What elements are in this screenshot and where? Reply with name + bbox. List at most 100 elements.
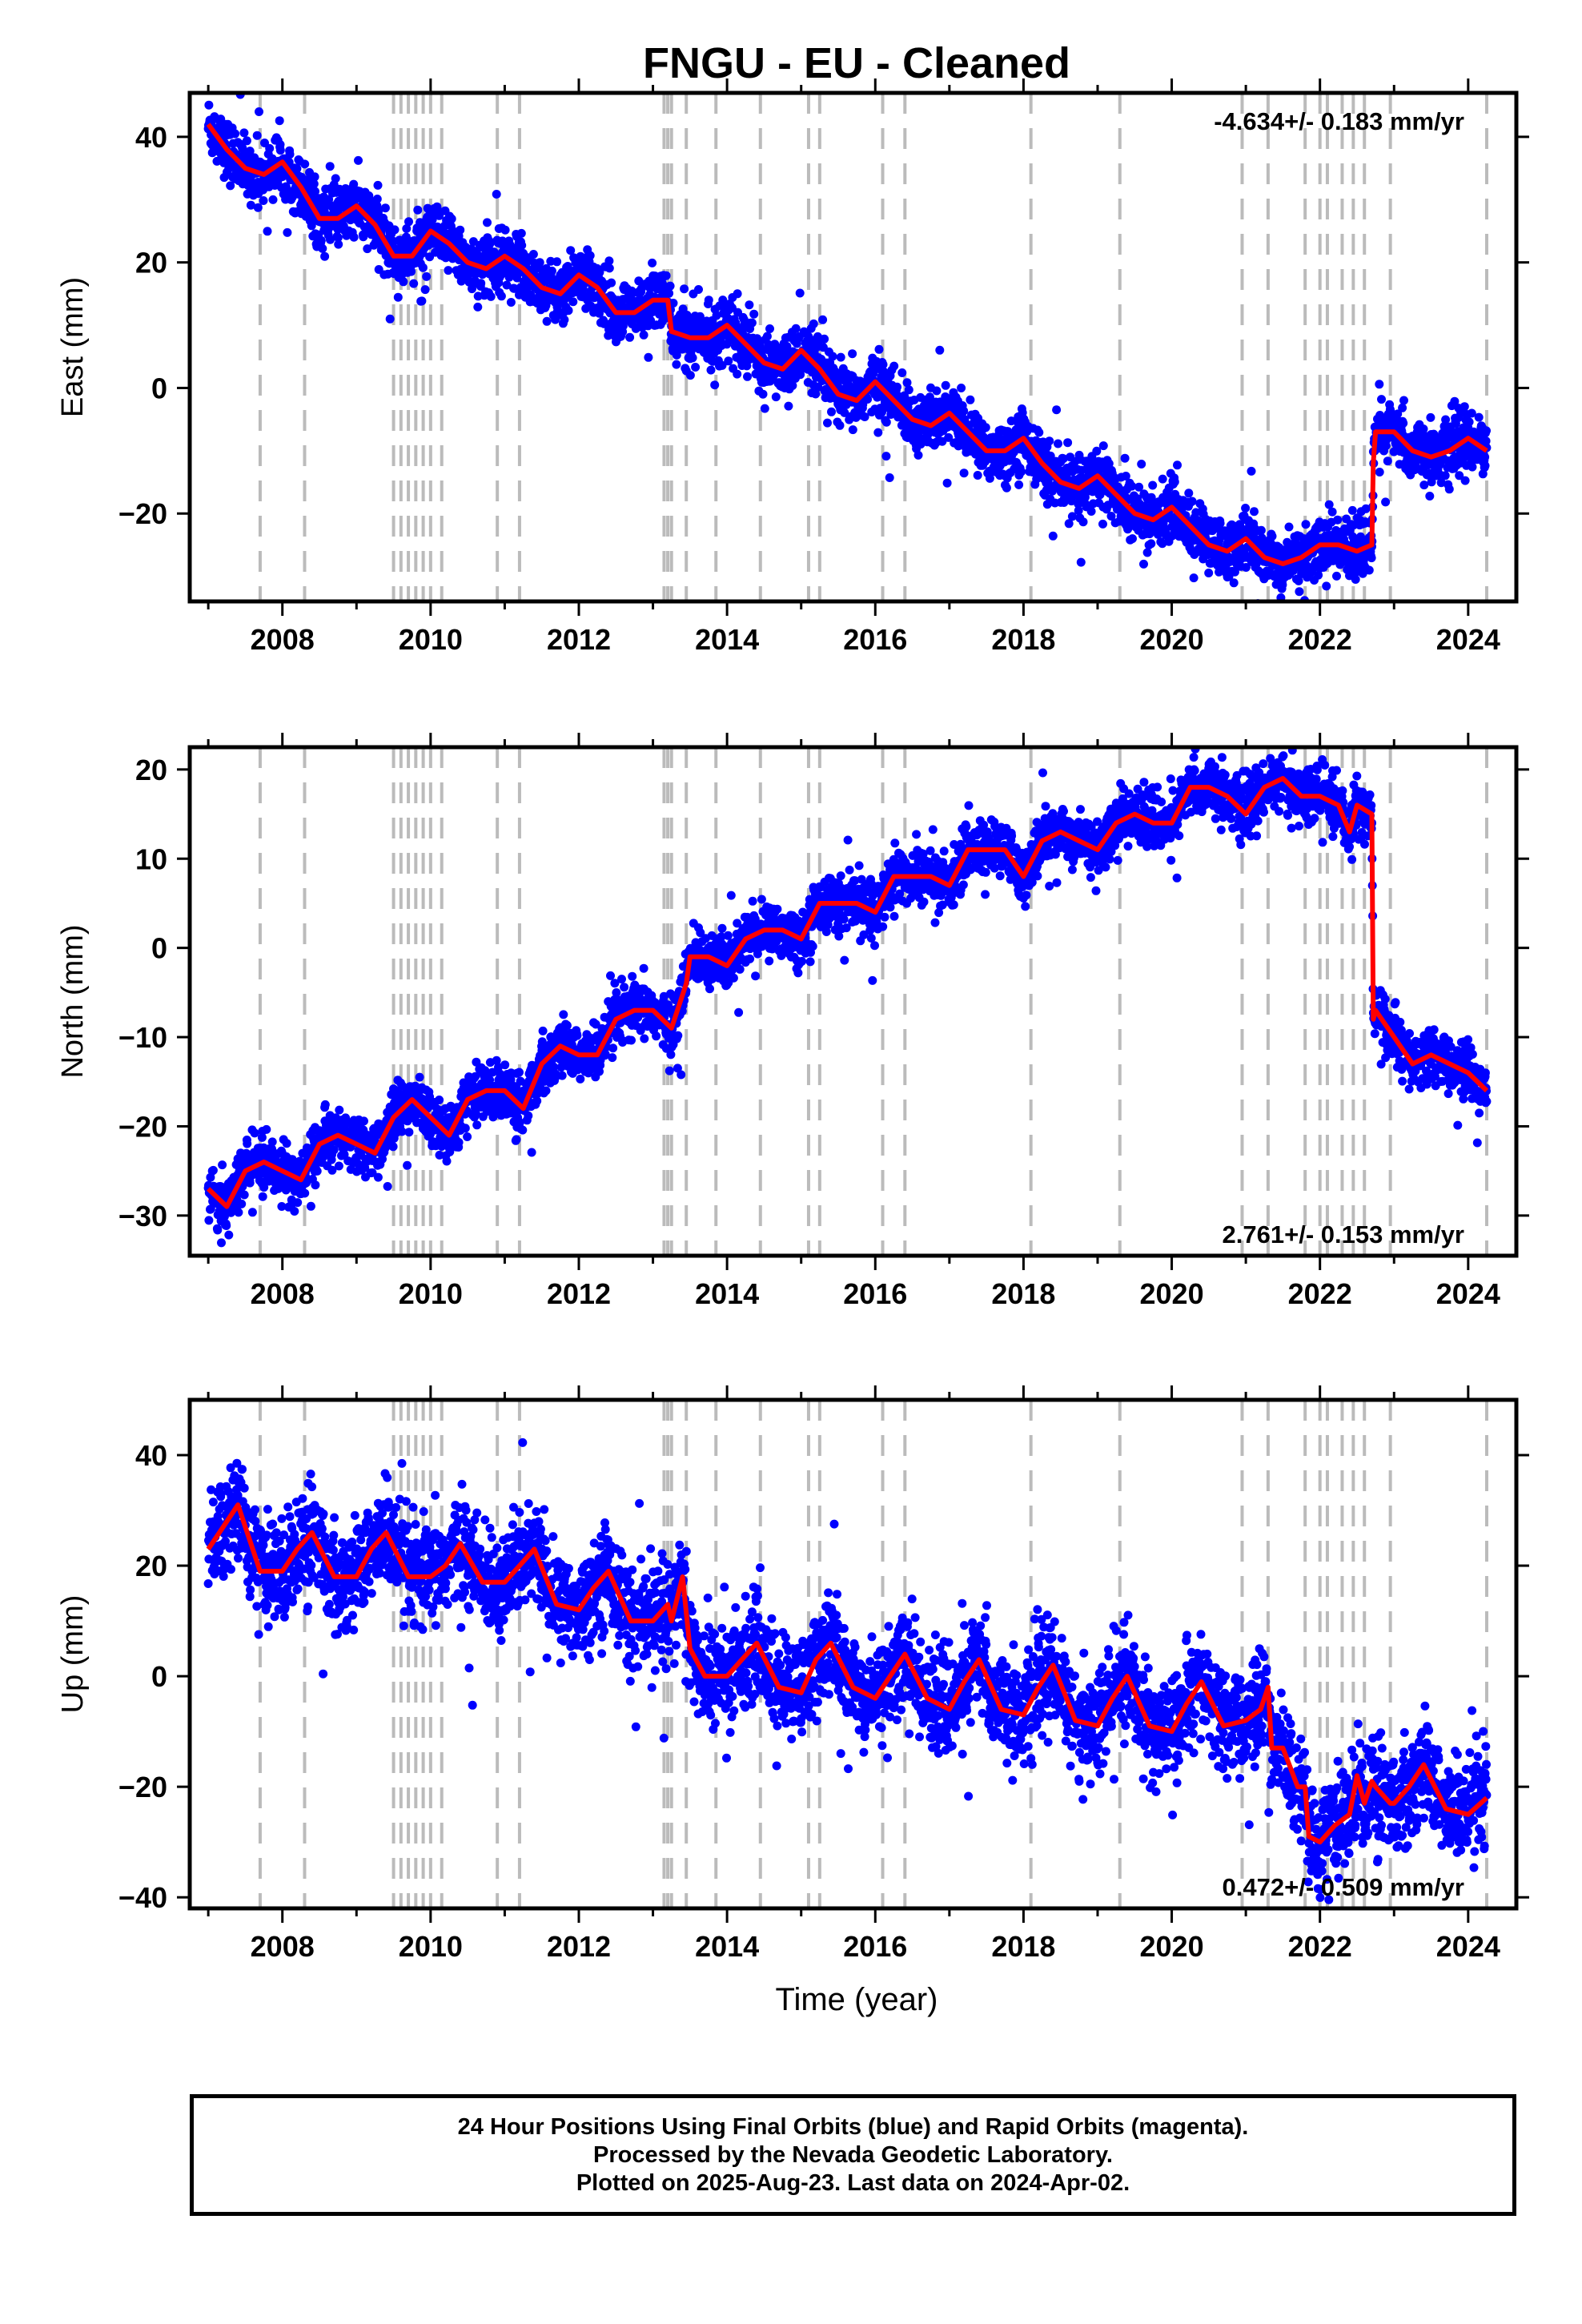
rate-label-east: -4.634+/- 0.183 mm/yr [1214,107,1464,135]
data-point [1002,483,1011,493]
data-point [326,235,335,244]
data-point [407,267,416,276]
data-point [334,1161,343,1171]
data-point [417,296,427,306]
data-point [885,473,894,482]
data-point [1398,403,1407,412]
data-point [372,195,382,203]
data-point [1399,419,1408,428]
data-point [566,246,576,255]
data-point [496,292,506,301]
data-point [733,369,742,379]
data-point [1278,580,1287,589]
x-tick-label: 2024 [1436,623,1500,656]
data-point [404,1128,414,1137]
data-point [672,350,681,360]
data-point [1215,519,1225,528]
data-point [243,1139,252,1148]
data-point [1063,438,1073,448]
data-point [1017,467,1026,476]
data-point [542,316,552,326]
data-point [252,131,262,140]
data-point [959,468,969,478]
data-point [422,271,432,281]
data-point [255,107,263,116]
data-point [688,353,697,363]
data-point [1367,553,1376,563]
data-point [435,211,444,220]
data-point [1189,573,1199,583]
data-point [1468,462,1477,472]
data-point [506,298,516,307]
data-point [1327,507,1337,517]
data-point [1480,452,1490,462]
data-point [935,345,945,355]
data-point [204,100,214,110]
data-point [359,232,368,242]
data-point [204,1216,214,1225]
data-point [712,311,721,320]
data-point [1464,417,1474,427]
data-point [704,296,713,305]
data-point [680,284,689,294]
data-point [724,356,733,366]
data-point [208,1165,218,1175]
data-point [268,195,278,204]
data-point [1482,426,1491,436]
data-point [1187,497,1197,506]
x-tick-label: 2008 [251,623,315,656]
data-point [373,180,383,190]
data-point [403,1160,412,1170]
data-point [1173,460,1182,470]
data-point [959,406,969,416]
data-point [1247,466,1256,476]
data-point [517,240,527,250]
y-tick-label: 0 [151,372,167,404]
data-point [334,239,343,249]
data-point [639,330,648,340]
data-point [247,1208,257,1217]
data-point [485,239,495,249]
data-point [665,281,675,291]
data-point [644,352,653,362]
data-point [873,428,883,437]
data-point [941,380,950,390]
data-point [1425,492,1435,501]
data-point [363,244,372,254]
data-point [1048,531,1058,541]
data-point [258,1192,267,1201]
data-point [1139,559,1148,569]
y-tick-label: −20 [118,497,167,530]
data-point [242,136,251,146]
data-point [809,319,818,328]
data-point [447,214,456,223]
data-point [390,225,400,235]
data-point [318,243,327,253]
data-point [795,288,805,298]
data-point [881,452,891,461]
data-point [1142,548,1152,557]
data-point [1128,534,1137,544]
data-point [893,382,901,392]
data-point [226,181,235,191]
data-point [942,478,952,488]
data-point [265,143,275,153]
data-point [552,257,562,267]
data-point [743,372,752,381]
data-point [283,227,292,237]
data-point [263,227,272,236]
data-point [492,190,501,199]
data-point [1146,539,1156,549]
data-point [246,200,255,210]
data-point [1184,489,1194,498]
data-point [848,425,857,435]
data-point [863,395,873,404]
data-point [973,471,982,480]
data-point [1440,471,1450,480]
data-point [333,233,343,243]
data-point [292,164,302,174]
data-point [546,256,556,266]
x-tick-label: 2016 [843,623,907,656]
data-point [694,285,703,294]
y-axis-label-east: East (mm) [56,277,90,417]
